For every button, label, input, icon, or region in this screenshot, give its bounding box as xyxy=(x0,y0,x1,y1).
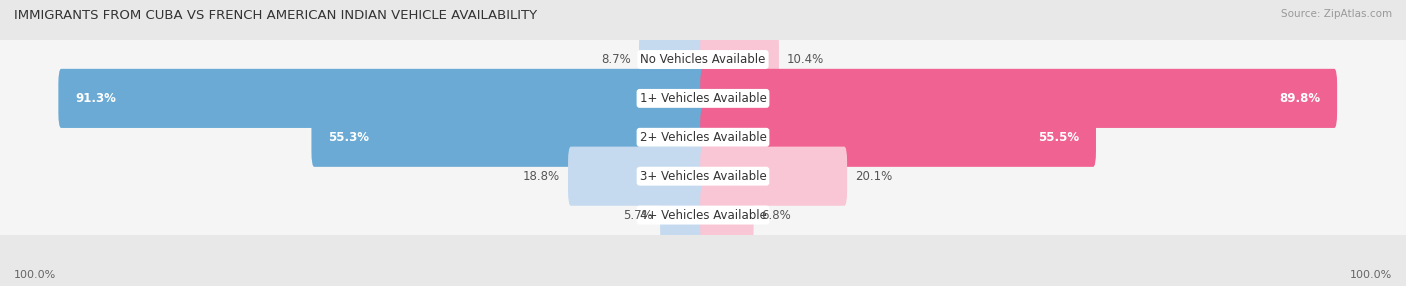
FancyBboxPatch shape xyxy=(700,147,846,206)
Text: IMMIGRANTS FROM CUBA VS FRENCH AMERICAN INDIAN VEHICLE AVAILABILITY: IMMIGRANTS FROM CUBA VS FRENCH AMERICAN … xyxy=(14,9,537,21)
FancyBboxPatch shape xyxy=(0,100,1406,175)
FancyBboxPatch shape xyxy=(700,108,1097,167)
FancyBboxPatch shape xyxy=(661,186,706,245)
Text: 89.8%: 89.8% xyxy=(1279,92,1320,105)
Text: 1+ Vehicles Available: 1+ Vehicles Available xyxy=(640,92,766,105)
Text: 18.8%: 18.8% xyxy=(523,170,561,183)
FancyBboxPatch shape xyxy=(638,30,706,89)
Text: 55.3%: 55.3% xyxy=(329,131,370,144)
FancyBboxPatch shape xyxy=(312,108,706,167)
FancyBboxPatch shape xyxy=(59,69,706,128)
FancyBboxPatch shape xyxy=(700,69,1337,128)
Text: No Vehicles Available: No Vehicles Available xyxy=(640,53,766,66)
Text: 5.7%: 5.7% xyxy=(623,208,652,222)
Text: Source: ZipAtlas.com: Source: ZipAtlas.com xyxy=(1281,9,1392,19)
Text: 100.0%: 100.0% xyxy=(14,270,56,280)
Text: 4+ Vehicles Available: 4+ Vehicles Available xyxy=(640,208,766,222)
FancyBboxPatch shape xyxy=(0,61,1406,136)
Text: 91.3%: 91.3% xyxy=(76,92,117,105)
FancyBboxPatch shape xyxy=(0,178,1406,253)
FancyBboxPatch shape xyxy=(0,22,1406,97)
FancyBboxPatch shape xyxy=(700,30,779,89)
FancyBboxPatch shape xyxy=(700,186,754,245)
Text: 55.5%: 55.5% xyxy=(1038,131,1080,144)
FancyBboxPatch shape xyxy=(0,139,1406,214)
Text: 10.4%: 10.4% xyxy=(787,53,824,66)
Text: 20.1%: 20.1% xyxy=(855,170,891,183)
Text: 3+ Vehicles Available: 3+ Vehicles Available xyxy=(640,170,766,183)
Text: 100.0%: 100.0% xyxy=(1350,270,1392,280)
Text: 8.7%: 8.7% xyxy=(602,53,631,66)
FancyBboxPatch shape xyxy=(568,147,706,206)
Text: 2+ Vehicles Available: 2+ Vehicles Available xyxy=(640,131,766,144)
Text: 6.8%: 6.8% xyxy=(762,208,792,222)
